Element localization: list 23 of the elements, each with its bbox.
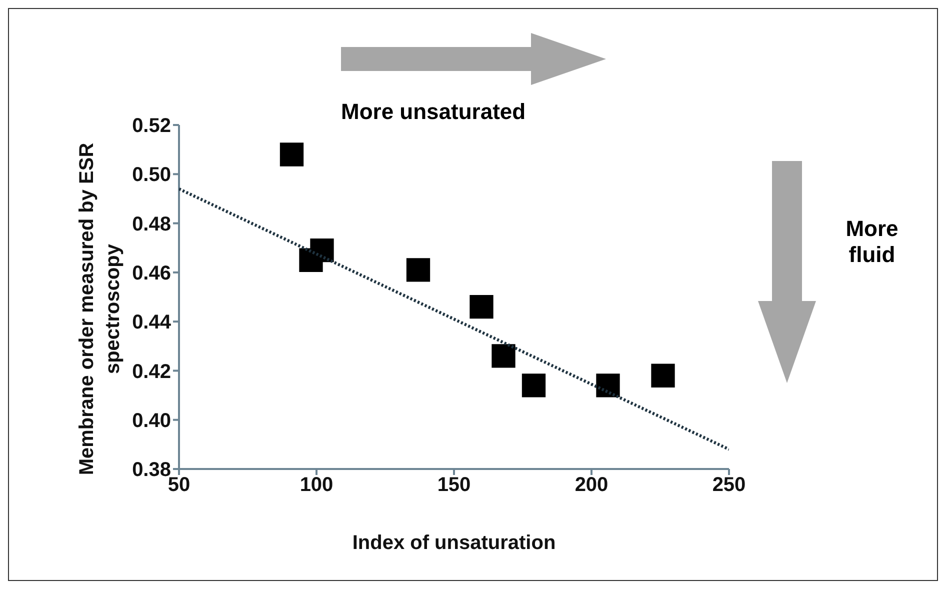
text: More fluid bbox=[844, 216, 900, 268]
y-axis-title: Membrane order measured by ESR spectroscopy bbox=[75, 142, 125, 478]
point bbox=[280, 142, 304, 166]
y-tick-label: 0.40 bbox=[132, 410, 171, 432]
point bbox=[310, 238, 334, 262]
y-tick-label: 0.50 bbox=[132, 164, 171, 186]
y-tick-label: 0.42 bbox=[132, 360, 171, 383]
y-tick-label: 0.52 bbox=[132, 115, 171, 138]
point bbox=[522, 374, 546, 398]
x-axis-title: Index of unsaturation bbox=[352, 532, 556, 554]
y-tick-label: 0.44 bbox=[132, 312, 172, 334]
point bbox=[596, 374, 620, 398]
y-tick-label: 0.48 bbox=[132, 213, 171, 236]
point bbox=[406, 258, 430, 282]
x-tick-label: 150 bbox=[437, 474, 471, 496]
x-tick-label: 250 bbox=[712, 474, 746, 496]
text: More unsaturated bbox=[341, 99, 526, 125]
x-tick-label: 100 bbox=[300, 474, 334, 496]
point bbox=[492, 344, 516, 368]
y-tick-label: 0.46 bbox=[132, 262, 171, 285]
x-tick-label: 200 bbox=[574, 474, 608, 496]
point bbox=[651, 364, 675, 388]
point bbox=[470, 294, 494, 319]
